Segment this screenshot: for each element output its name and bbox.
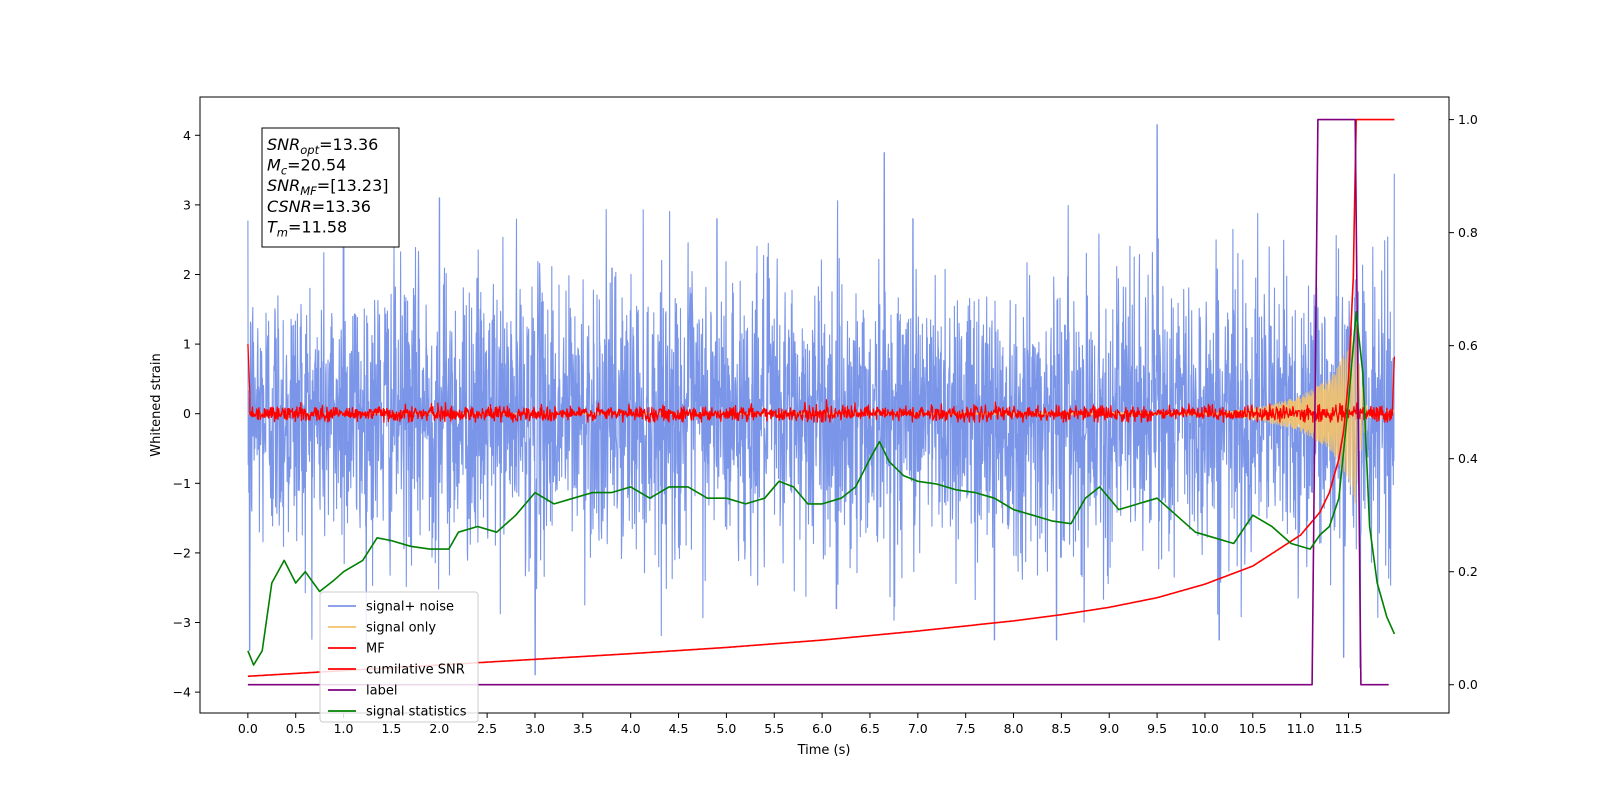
info-box: SNRopt=13.36Mc=20.54SNRMF=[13.23]CSNR=13…: [261, 127, 400, 248]
y-left-tick-label: −4: [173, 685, 191, 700]
x-tick-label: 9.0: [1099, 721, 1119, 736]
legend: signal+ noise signal only MF cumilative SNR…: [319, 591, 479, 723]
x-tick-label: 8.0: [1004, 721, 1024, 736]
info-box-frame: [261, 127, 400, 248]
x-tick-label: 11.0: [1287, 721, 1315, 736]
y-right-tick-label: 0.0: [1458, 677, 1478, 692]
x-tick-label: 11.5: [1335, 721, 1363, 736]
y-right-tick-label: 0.4: [1458, 451, 1478, 466]
x-tick-label: 10.5: [1239, 721, 1267, 736]
x-tick-label: 1.5: [381, 721, 401, 736]
y-axis-right: 1.0 0.8 0.6 0.4 0.2 0.0: [1449, 112, 1478, 692]
legend-label-signal-statistics: signal statistics: [366, 705, 467, 720]
series-signal-statistics: [247, 310, 1396, 666]
y-left-tick-label: −1: [173, 476, 191, 491]
x-tick-label: 3.0: [525, 721, 545, 736]
legend-label-signal-noise: signal+ noise: [366, 600, 454, 615]
x-tick-label: 3.5: [573, 721, 593, 736]
y-right-tick-label: 1.0: [1458, 112, 1478, 127]
y-left-tick-label: 1: [183, 337, 191, 352]
x-tick-label: 9.5: [1147, 721, 1167, 736]
y-right-tick-label: 0.2: [1458, 564, 1478, 579]
x-axis: 0.0 0.5 1.0 1.5 2.0 2.5 3.0 3.5 4.0 4.5 5.0 5.5 6.0 6…: [238, 713, 1363, 736]
x-tick-label: 2.0: [429, 721, 449, 736]
x-tick-label: 2.5: [477, 721, 497, 736]
y-axis-left: 4 3 2 1 0 −1 −2 −3 −4: [173, 128, 200, 700]
x-tick-label: 4.0: [621, 721, 641, 736]
series-label: [247, 118, 1389, 686]
legend-label-mf: MF: [366, 642, 385, 657]
info-line: SNRMF=[13.23]: [267, 176, 389, 198]
x-tick-label: 7.0: [908, 721, 928, 736]
info-line: Tm=11.58: [267, 217, 347, 239]
y-right-tick-label: 0.6: [1458, 338, 1478, 353]
y-left-tick-label: 2: [183, 267, 191, 282]
x-tick-label: 5.5: [764, 721, 784, 736]
info-line: SNRopt=13.36: [267, 135, 378, 157]
y-axis-title: Whitened strain: [149, 353, 164, 456]
y-left-tick-label: 0: [183, 406, 191, 421]
x-tick-label: 0.5: [286, 721, 306, 736]
legend-label-cumilative-snr: cumilative SNR: [366, 663, 465, 678]
legend-label-label: label: [366, 684, 397, 699]
series-mf: [247, 344, 1396, 423]
plot-frame: [199, 96, 1450, 714]
legend-frame: [319, 591, 479, 723]
info-line: CSNR=13.36: [267, 197, 371, 216]
y-left-tick-label: 3: [183, 197, 191, 212]
x-tick-label: 10.0: [1191, 721, 1219, 736]
legend-label-signal-only: signal only: [366, 621, 436, 636]
x-tick-label: 0.0: [238, 721, 258, 736]
x-tick-label: 5.0: [716, 721, 736, 736]
x-tick-label: 4.5: [669, 721, 689, 736]
x-tick-label: 6.0: [812, 721, 832, 736]
x-tick-label: 1.0: [334, 721, 354, 736]
x-tick-label: 7.5: [956, 721, 976, 736]
y-left-tick-label: 4: [183, 128, 191, 143]
x-tick-label: 6.5: [860, 721, 880, 736]
y-left-tick-label: −3: [173, 615, 191, 630]
y-right-tick-label: 0.8: [1458, 225, 1478, 240]
x-tick-label: 8.5: [1051, 721, 1071, 736]
x-axis-title: Time (s): [797, 743, 851, 758]
info-line: Mc=20.54: [267, 156, 346, 178]
y-left-tick-label: −2: [173, 545, 191, 560]
